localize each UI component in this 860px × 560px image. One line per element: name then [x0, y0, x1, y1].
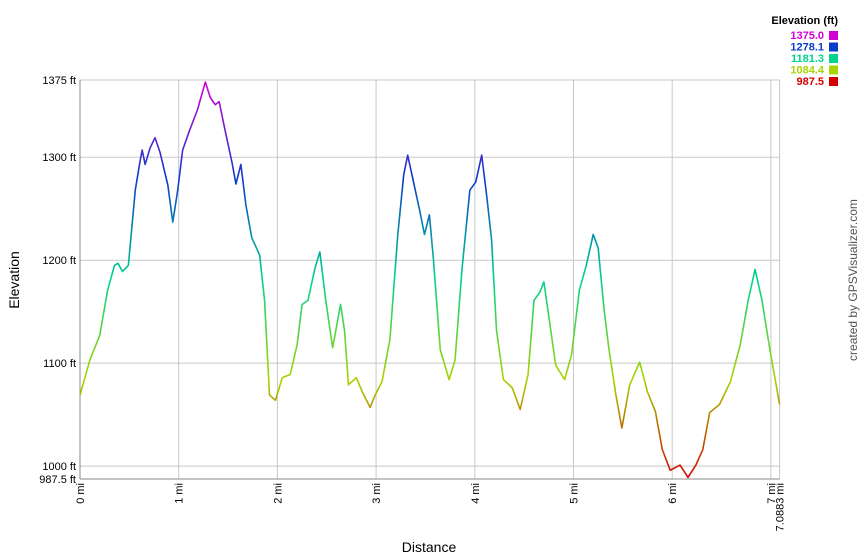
x-tick-label: 6 mi — [667, 483, 679, 504]
x-tick-label: 4 mi — [470, 483, 482, 504]
y-tick-label: 1100 ft — [43, 358, 76, 370]
credit: created by GPSVisualizer.com — [846, 199, 860, 361]
legend-label: 987.5 — [796, 76, 824, 88]
legend-label: 1278.1 — [790, 42, 824, 54]
legend-label: 1181.3 — [791, 53, 824, 65]
legend-label: 1084.4 — [790, 65, 825, 77]
x-axis-title: Distance — [402, 539, 457, 555]
legend-label: 1375.0 — [790, 30, 824, 42]
legend-swatch — [829, 77, 838, 86]
x-tick-label: 0 mi — [75, 483, 87, 504]
y-tick-label: 987.5 ft — [39, 474, 76, 486]
x-tick-label: 3 mi — [371, 483, 383, 504]
legend-swatch — [829, 54, 838, 63]
x-tick-label: 2 mi — [272, 483, 284, 504]
x-tick-label: 1 mi — [174, 483, 186, 504]
x-tick-label: 5 mi — [568, 483, 580, 504]
y-axis-title: Elevation — [6, 251, 22, 309]
legend-swatch — [829, 65, 838, 75]
y-tick-label: 1300 ft — [42, 152, 76, 164]
x-tick-label: 7 mi — [766, 483, 778, 504]
x-tick-label: 7.0883 mi — [775, 483, 787, 531]
legend-swatch — [829, 42, 838, 52]
legend-swatch — [829, 31, 838, 40]
y-tick-label: 1000 ft — [42, 461, 76, 473]
legend-title: Elevation (ft) — [771, 15, 838, 27]
y-tick-label: 1375 ft — [42, 75, 76, 87]
y-tick-label: 1200 ft — [42, 255, 76, 267]
elevation-line — [79, 81, 781, 479]
